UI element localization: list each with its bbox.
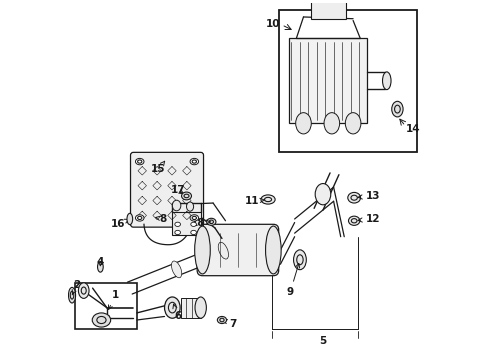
FancyBboxPatch shape (197, 224, 279, 276)
Text: 7: 7 (223, 319, 237, 329)
Ellipse shape (135, 158, 144, 165)
Text: 8: 8 (156, 214, 167, 224)
Text: 14: 14 (406, 123, 421, 134)
Ellipse shape (78, 283, 89, 298)
Ellipse shape (392, 101, 403, 117)
Ellipse shape (127, 213, 133, 225)
Bar (75, 283, 137, 329)
Text: 4: 4 (97, 257, 104, 266)
Ellipse shape (294, 250, 306, 270)
FancyBboxPatch shape (130, 152, 203, 227)
Ellipse shape (383, 72, 391, 90)
Ellipse shape (295, 113, 311, 134)
Text: 2: 2 (72, 280, 80, 295)
Ellipse shape (266, 226, 281, 274)
Ellipse shape (175, 230, 180, 235)
Ellipse shape (195, 297, 206, 318)
Ellipse shape (261, 195, 275, 204)
Text: 12: 12 (358, 214, 381, 224)
Ellipse shape (218, 242, 228, 259)
Text: 16: 16 (111, 219, 129, 229)
Ellipse shape (92, 313, 111, 327)
Text: 5: 5 (319, 336, 327, 346)
Text: 3: 3 (102, 315, 110, 325)
Ellipse shape (191, 222, 196, 226)
Ellipse shape (348, 216, 360, 225)
Ellipse shape (315, 184, 331, 205)
Ellipse shape (345, 113, 361, 134)
Ellipse shape (190, 215, 198, 221)
Ellipse shape (165, 297, 180, 318)
Ellipse shape (187, 202, 194, 211)
Ellipse shape (172, 200, 181, 211)
Text: 18: 18 (191, 217, 211, 228)
Ellipse shape (324, 113, 340, 134)
Text: 11: 11 (245, 196, 265, 206)
Bar (172, 212, 201, 235)
Ellipse shape (190, 158, 198, 165)
Ellipse shape (175, 222, 180, 226)
Ellipse shape (207, 218, 216, 225)
Bar (311, 0, 346, 19)
Ellipse shape (218, 316, 226, 324)
Text: 10: 10 (266, 19, 280, 29)
Ellipse shape (172, 261, 182, 278)
Text: 17: 17 (171, 185, 185, 195)
Bar (289, 38, 368, 123)
Ellipse shape (195, 226, 210, 274)
Ellipse shape (182, 192, 192, 200)
Ellipse shape (98, 261, 103, 272)
Ellipse shape (69, 287, 75, 303)
Ellipse shape (191, 230, 196, 235)
Text: 13: 13 (358, 191, 381, 201)
Ellipse shape (135, 215, 144, 221)
Text: 6: 6 (173, 304, 181, 321)
Ellipse shape (348, 192, 361, 203)
Text: 9: 9 (287, 264, 299, 297)
Text: 15: 15 (151, 161, 166, 174)
Bar (181, 298, 201, 318)
Text: 1: 1 (108, 290, 119, 310)
Ellipse shape (149, 210, 160, 224)
Bar (279, 10, 417, 152)
